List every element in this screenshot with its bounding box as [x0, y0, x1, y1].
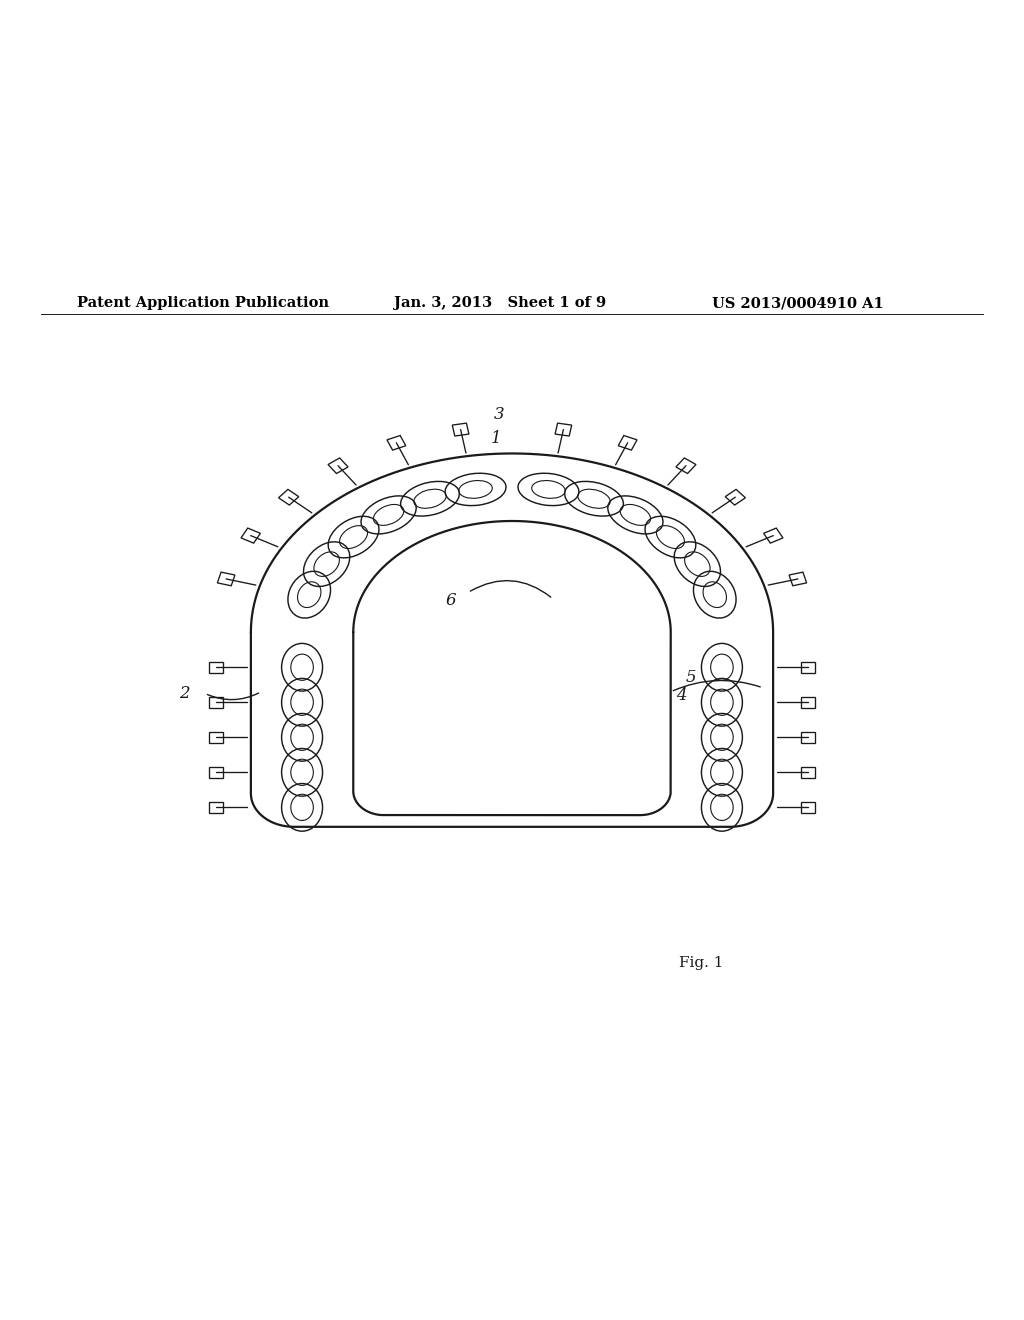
Text: 6: 6: [445, 591, 456, 609]
Text: 5: 5: [686, 669, 696, 686]
Text: US 2013/0004910 A1: US 2013/0004910 A1: [712, 296, 884, 310]
Text: Fig. 1: Fig. 1: [679, 957, 724, 970]
Text: 4: 4: [676, 688, 686, 705]
Text: 1: 1: [492, 429, 502, 446]
Text: Patent Application Publication: Patent Application Publication: [77, 296, 329, 310]
Text: 2: 2: [179, 685, 189, 702]
Text: 3: 3: [494, 405, 504, 422]
Text: Jan. 3, 2013   Sheet 1 of 9: Jan. 3, 2013 Sheet 1 of 9: [394, 296, 606, 310]
